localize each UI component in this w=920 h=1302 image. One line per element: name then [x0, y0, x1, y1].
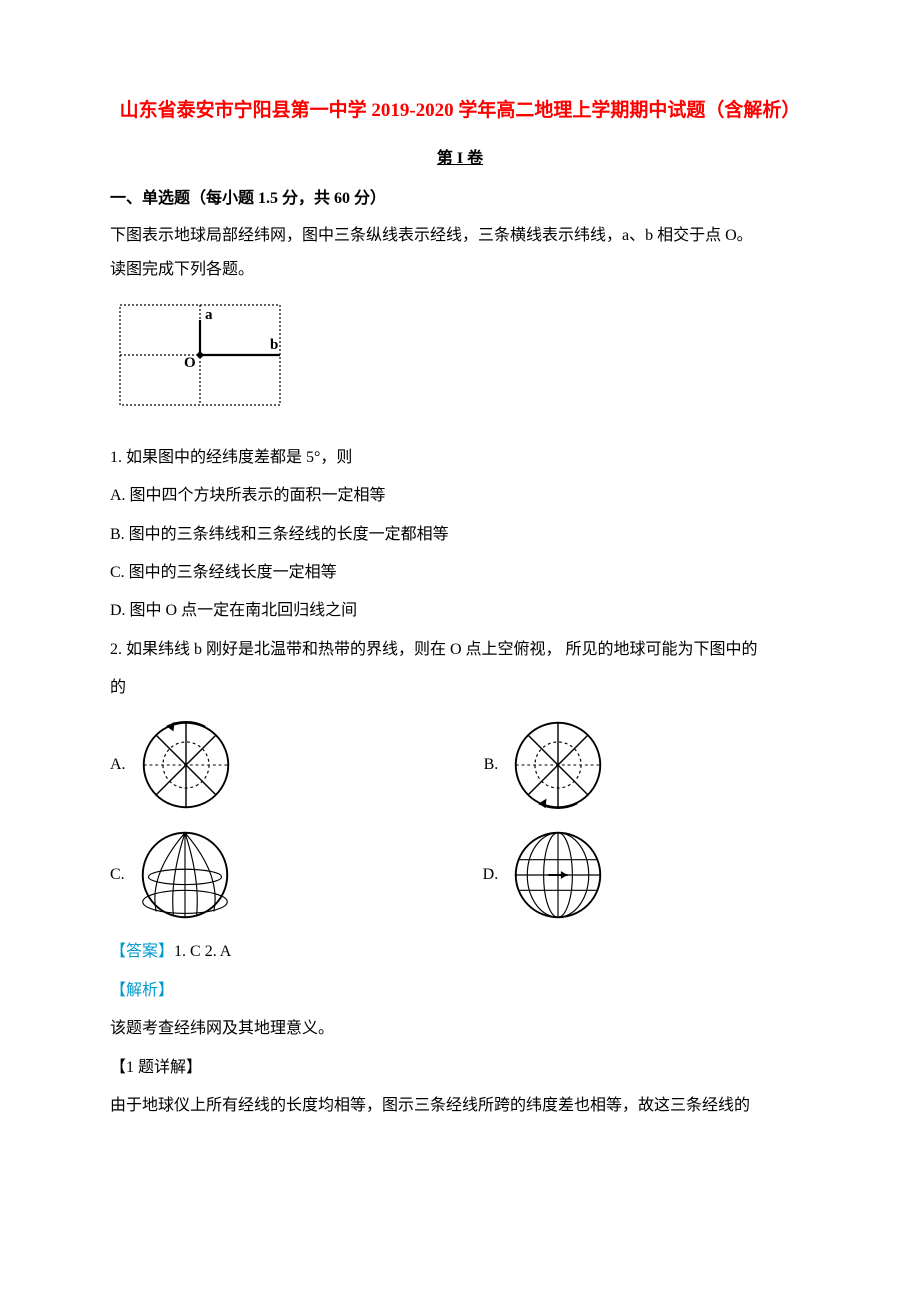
q2-opt-b-label: B. — [484, 750, 499, 780]
answer-prefix: 【答案】 — [110, 943, 174, 960]
q2-stem: 2. 如果纬线 b 刚好是北温带和热带的界线，则在 O 点上空俯视， 所见的地球… — [110, 635, 810, 665]
grid-svg: a b O — [110, 295, 290, 415]
volume-label: 第 I 卷 — [110, 144, 810, 174]
q1-option-d: D. 图中 O 点一定在南北回归线之间 — [110, 596, 810, 626]
label-a: a — [205, 307, 213, 323]
globe-c-icon — [137, 827, 233, 923]
intro-text-1: 下图表示地球局部经纬网，图中三条纵线表示经线，三条横线表示纬线，a、b 相交于点… — [110, 221, 810, 251]
q1-option-c: C. 图中的三条经线长度一定相等 — [110, 558, 810, 588]
analysis-label: 【解析】 — [110, 976, 810, 1006]
globe-b-icon — [510, 717, 606, 813]
q2-opt-c-label: C. — [110, 860, 125, 890]
section-heading: 一、单选题（每小题 1.5 分，共 60 分） — [110, 184, 810, 214]
analysis-text: 该题考查经纬网及其地理意义。 — [110, 1014, 810, 1044]
answer-line: 【答案】1. C 2. A — [110, 937, 810, 967]
answer-text: 1. C 2. A — [174, 943, 231, 960]
figure-grid-network: a b O — [110, 295, 810, 426]
q1-option-b: B. 图中的三条纬线和三条经线的长度一定都相等 — [110, 520, 810, 550]
q2-option-a: A. — [110, 717, 234, 813]
q1-stem: 1. 如果图中的经纬度差都是 5°，则 — [110, 443, 810, 473]
q2-stem-tail: 的 — [110, 673, 810, 703]
globe-a-icon — [138, 717, 234, 813]
q2-option-d: D. — [483, 827, 607, 923]
intro-text-2: 读图完成下列各题。 — [110, 255, 810, 285]
q2-option-c: C. — [110, 827, 233, 923]
document-title: 山东省泰安市宁阳县第一中学 2019-2020 学年高二地理上学期期中试题（含解… — [110, 90, 810, 132]
q1-detail-label: 【1 题详解】 — [110, 1053, 810, 1083]
label-o: O — [184, 355, 196, 371]
q2-row-ab: A. B. — [110, 717, 810, 813]
label-b: b — [270, 337, 278, 353]
q1-detail-text: 由于地球仪上所有经线的长度均相等，图示三条经线所跨的纬度差也相等，故这三条经线的 — [110, 1091, 810, 1121]
q2-option-b: B. — [484, 717, 607, 813]
q2-row-cd: C. D. — [110, 827, 810, 923]
globe-d-icon — [510, 827, 606, 923]
q1-option-a: A. 图中四个方块所表示的面积一定相等 — [110, 481, 810, 511]
q2-opt-d-label: D. — [483, 860, 499, 890]
q2-opt-a-label: A. — [110, 750, 126, 780]
